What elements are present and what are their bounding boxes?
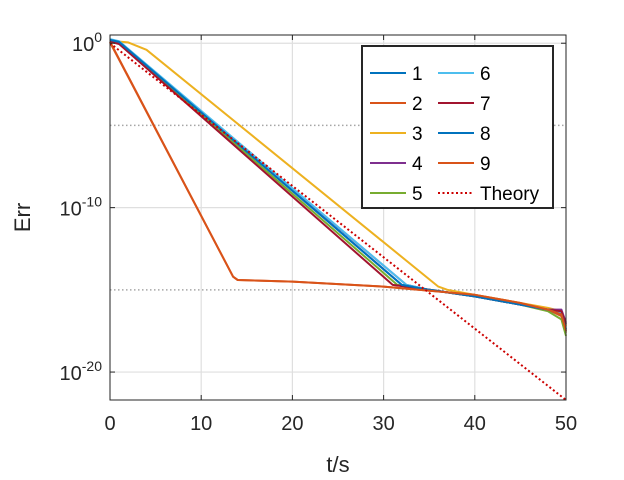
- y-tick-label: 100: [72, 29, 102, 56]
- x-tick-label: 30: [372, 413, 394, 435]
- x-tick-label: 40: [464, 413, 486, 435]
- series-line-theory: [109, 42, 567, 401]
- legend-entry: 9: [480, 154, 491, 175]
- y-tick-label: 10-20: [60, 358, 103, 385]
- y-tick-label: 10-10: [60, 194, 103, 221]
- legend-entry: 6: [480, 64, 491, 85]
- legend-entry: 5: [412, 184, 423, 205]
- x-tick-label: 20: [281, 413, 303, 435]
- plot-area-frame: [109, 34, 567, 401]
- legend-entry: Theory: [480, 184, 540, 205]
- legend-entry: 7: [480, 94, 491, 115]
- legend: 1 2 3 4 5 6 7 8 9 Theory: [361, 45, 554, 209]
- legend-entry: 3: [412, 124, 423, 145]
- series-lines: [109, 38, 567, 401]
- x-tick-label: 0: [104, 413, 115, 435]
- legend-entry: 4: [412, 154, 423, 175]
- x-tick-label: 50: [555, 413, 577, 435]
- x-tick-label: 10: [190, 413, 212, 435]
- axis-ticks: 0 10 20 30 40 50 100 10-10 10-20: [60, 29, 578, 435]
- legend-entry: 8: [480, 124, 491, 145]
- x-axis-label: t/s: [326, 452, 349, 477]
- legend-entry: 2: [412, 94, 423, 115]
- series-line-9: [109, 41, 567, 332]
- y-axis-label: Err: [10, 203, 35, 232]
- legend-entry: 1: [412, 64, 423, 85]
